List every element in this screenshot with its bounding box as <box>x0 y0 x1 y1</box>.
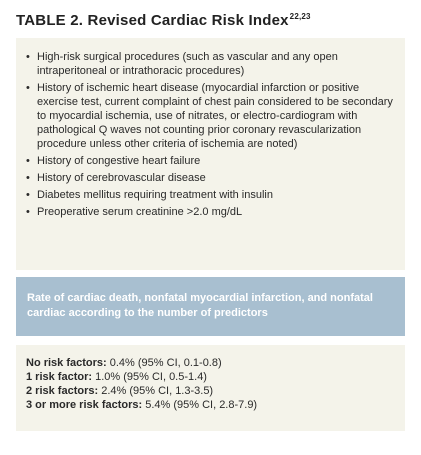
criteria-item-text: History of ischemic heart disease (myoca… <box>37 82 393 150</box>
rate-heading: Rate of cardiac death, nonfatal myocardi… <box>27 292 373 319</box>
risk-row: 3 or more risk factors: 5.4% (95% CI, 2.… <box>26 398 395 412</box>
risk-value: 1.0% (95% CI, 0.5-1.4) <box>92 371 207 383</box>
bullet-icon: • <box>26 51 30 63</box>
bullet-icon: • <box>26 189 30 201</box>
criteria-item-text: History of congestive heart failure <box>37 155 201 167</box>
criteria-item: • Diabetes mellitus requiring treatment w… <box>26 188 395 202</box>
table-title: TABLE 2. Revised Cardiac Risk Index22,23 <box>16 12 311 29</box>
risk-value: 0.4% (95% CI, 0.1-0.8) <box>106 357 222 369</box>
risk-label: 2 risk factors: <box>26 385 99 397</box>
table-title-text: Revised Cardiac Risk Index <box>83 12 289 29</box>
criteria-item-text: Preoperative serum creatinine >2.0 mg/dL <box>37 206 243 218</box>
reference-superscript: 22,23 <box>289 12 311 21</box>
risk-label: 1 risk factor: <box>26 371 93 383</box>
risk-panel: No risk factors: 0.4% (95% CI, 0.1-0.8) … <box>16 345 405 431</box>
risk-row: 2 risk factors: 2.4% (95% CI, 1.3-3.5) <box>26 384 395 398</box>
bullet-icon: • <box>26 155 30 167</box>
criteria-list: • High-risk surgical procedures (such as … <box>16 38 405 219</box>
bullet-icon: • <box>26 206 30 218</box>
criteria-item: • Preoperative serum creatinine >2.0 mg/d… <box>26 205 395 219</box>
criteria-item-text: High-risk surgical procedures (such as v… <box>37 51 338 77</box>
criteria-item: • High-risk surgical procedures (such as … <box>26 50 395 78</box>
risk-row: No risk factors: 0.4% (95% CI, 0.1-0.8) <box>26 356 395 370</box>
criteria-item: • History of cerebrovascular disease <box>26 171 395 185</box>
table-number: TABLE 2. <box>16 12 84 29</box>
risk-label: No risk factors: <box>26 357 107 369</box>
risk-value: 5.4% (95% CI, 2.8-7.9) <box>142 399 258 411</box>
rate-heading-band: Rate of cardiac death, nonfatal myocardi… <box>16 277 405 336</box>
criteria-item-text: Diabetes mellitus requiring treatment wi… <box>37 189 273 201</box>
risk-row: 1 risk factor: 1.0% (95% CI, 0.5-1.4) <box>26 370 395 384</box>
criteria-panel: • High-risk surgical procedures (such as … <box>16 38 405 270</box>
criteria-item: • History of congestive heart failure <box>26 154 395 168</box>
risk-label: 3 or more risk factors: <box>26 399 143 411</box>
risk-value: 2.4% (95% CI, 1.3-3.5) <box>98 385 214 397</box>
criteria-item: • History of ischemic heart disease (myoc… <box>26 81 395 151</box>
bullet-icon: • <box>26 172 30 184</box>
criteria-item-text: History of cerebrovascular disease <box>37 172 206 184</box>
bullet-icon: • <box>26 82 30 94</box>
